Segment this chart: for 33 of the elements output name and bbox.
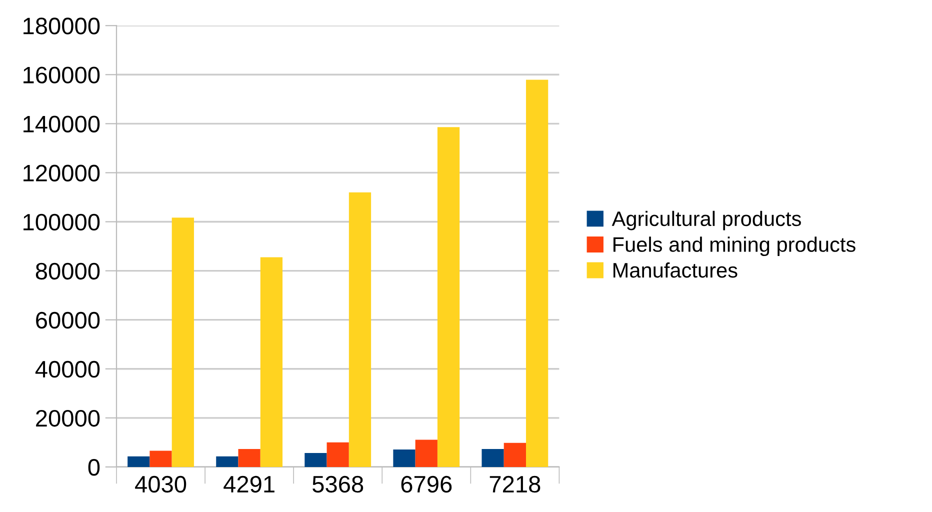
y-tick-label: 120000 [24,164,100,182]
y-tick-label: 160000 [24,66,100,84]
legend-label: Fuels and mining products [614,236,856,256]
legend-label: Manufactures [614,262,738,278]
y-tick-label: 0 [88,459,100,476]
y-tick-label: 100000 [24,214,100,231]
legend-label: Agricultural products [612,210,801,230]
bar [437,127,460,467]
x-tick-label: 6796 [401,476,452,493]
bar [150,450,172,467]
bar [504,442,526,467]
bar [128,456,150,467]
y-tick-label: 20000 [36,410,100,427]
bar [172,218,194,467]
y-tick-label: 140000 [24,116,100,132]
x-tick-label: 5368 [312,476,364,493]
bar [393,450,416,467]
bar [415,440,438,467]
x-tick-label: 4030 [135,476,186,493]
bar [216,456,238,467]
bar [238,449,260,467]
bar [304,452,327,467]
bar [326,442,349,467]
x-tick-label: 7218 [490,476,540,493]
bar [526,80,548,467]
x-tick-label: 4291 [224,476,274,493]
y-tick-label: 80000 [36,262,100,280]
bar [260,257,283,467]
y-tick-label: 60000 [36,312,100,329]
bar [348,192,372,467]
bar [482,449,504,467]
y-tick-label: 180000 [24,18,100,34]
y-tick-label: 40000 [35,360,100,378]
